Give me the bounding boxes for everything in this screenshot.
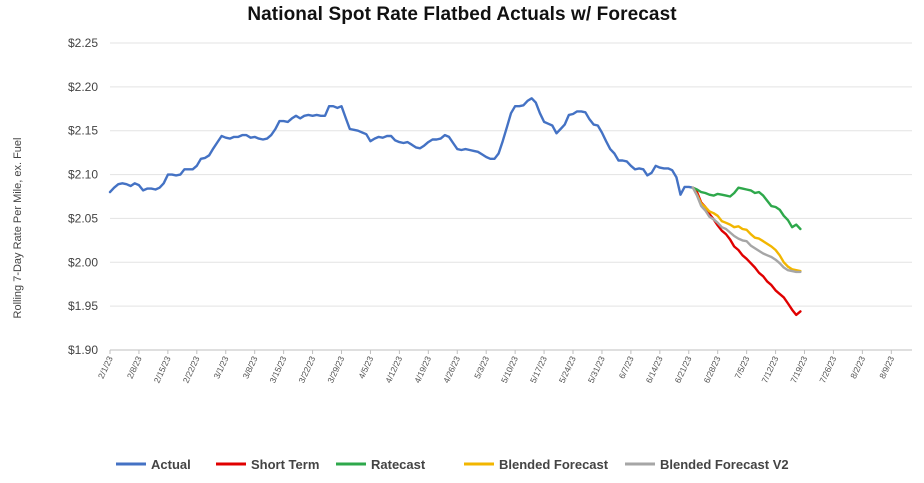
x-tick-label: 7/26/23: [817, 354, 838, 384]
x-tick-label: 5/3/23: [472, 354, 491, 380]
legend-label: Blended Forecast: [499, 457, 609, 472]
x-tick-label: 6/21/23: [673, 354, 694, 384]
y-tick-label: $1.90: [68, 343, 98, 357]
y-tick-label: $1.95: [68, 299, 98, 313]
x-tick-label: 7/5/23: [732, 354, 751, 380]
legend-label: Short Term: [251, 457, 319, 472]
x-tick-label: 4/26/23: [441, 354, 462, 384]
x-tick-label: 8/2/23: [848, 354, 867, 380]
x-tick-label: 7/19/23: [788, 354, 809, 384]
legend-label: Ratecast: [371, 457, 426, 472]
y-tick-label: $2.20: [68, 80, 98, 94]
series-line-ratecast: [691, 186, 802, 231]
series-line-blended-forecast: [691, 186, 802, 273]
x-tick-label: 3/29/23: [325, 354, 346, 384]
x-tick-label: 2/8/23: [125, 354, 144, 380]
y-tick-label: $2.00: [68, 255, 98, 269]
legend-label: Actual: [151, 457, 191, 472]
x-tick-label: 4/5/23: [356, 354, 375, 380]
x-tick-label: 5/10/23: [499, 354, 520, 384]
x-tick-label: 6/14/23: [644, 354, 665, 384]
x-tick-label: 2/15/23: [152, 354, 173, 384]
x-tick-label: 6/28/23: [701, 354, 722, 384]
x-tick-label: 5/24/23: [557, 354, 578, 384]
series-line-short-term: [691, 186, 802, 317]
x-tick-label: 3/15/23: [267, 354, 288, 384]
y-tick-label: $2.05: [68, 211, 98, 225]
y-tick-label: $2.10: [68, 168, 98, 182]
series-line-actual: [108, 97, 695, 196]
y-tick-label: $2.25: [68, 36, 98, 50]
y-tick-label: $2.15: [68, 124, 98, 138]
x-tick-label: 3/1/23: [212, 354, 231, 380]
x-tick-label: 3/8/23: [240, 354, 259, 380]
x-tick-label: 8/9/23: [877, 354, 896, 380]
x-tick-label: 4/19/23: [412, 354, 433, 384]
x-tick-label: 2/1/23: [96, 354, 115, 380]
series-line-blended-forecast-v2: [691, 186, 802, 274]
x-tick-label: 3/22/23: [296, 354, 317, 384]
x-tick-label: 5/31/23: [586, 354, 607, 384]
legend-label: Blended Forecast V2: [660, 457, 789, 472]
chart-title: National Spot Rate Flatbed Actuals w/ Fo…: [247, 4, 677, 25]
x-tick-label: 2/22/23: [181, 354, 202, 384]
x-tick-label: 5/17/23: [528, 354, 549, 384]
x-tick-label: 6/7/23: [617, 354, 636, 380]
x-tick-label: 7/12/23: [759, 354, 780, 384]
x-tick-label: 4/12/23: [383, 354, 404, 384]
